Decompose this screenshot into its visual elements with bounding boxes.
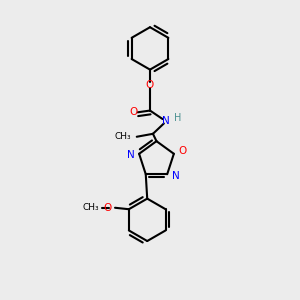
Text: CH₃: CH₃ bbox=[83, 203, 99, 212]
Text: O: O bbox=[178, 146, 186, 156]
Text: N: N bbox=[172, 171, 179, 181]
Text: N: N bbox=[127, 150, 135, 160]
Text: O: O bbox=[130, 107, 138, 117]
Text: CH₃: CH₃ bbox=[114, 132, 131, 141]
Text: O: O bbox=[103, 203, 111, 213]
Text: O: O bbox=[146, 80, 154, 90]
Text: N: N bbox=[162, 116, 170, 126]
Text: H: H bbox=[174, 112, 181, 123]
